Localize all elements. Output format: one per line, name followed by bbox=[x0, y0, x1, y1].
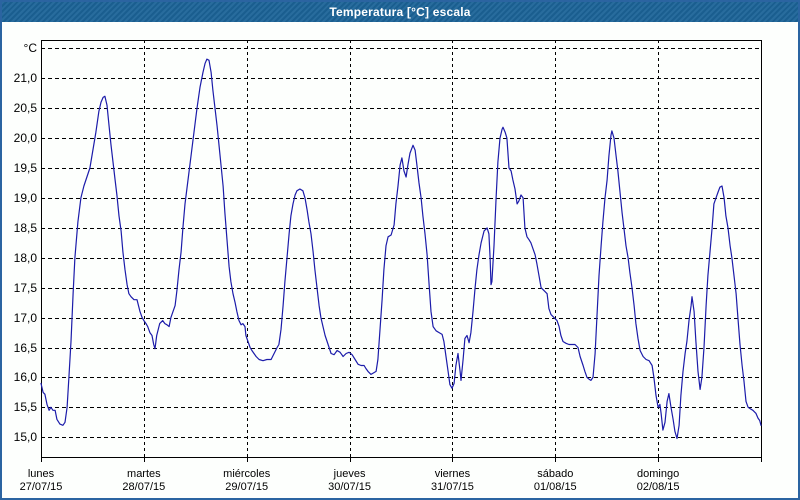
y-axis-tick-label: 21,0 bbox=[13, 71, 37, 86]
y-axis-tick-label: 18,5 bbox=[13, 220, 37, 235]
day-name: domingo bbox=[637, 468, 680, 480]
temperature-chart bbox=[40, 40, 762, 462]
x-axis-day-label: sábado 01/08/15 bbox=[510, 468, 600, 494]
y-axis-tick-label: 17,0 bbox=[13, 310, 37, 325]
y-axis-tick-label: 18,0 bbox=[13, 250, 37, 265]
day-name: jueves bbox=[333, 468, 366, 480]
y-axis-tick-label: 19,5 bbox=[13, 161, 37, 176]
day-date: 02/08/15 bbox=[636, 481, 680, 493]
day-name: sábado bbox=[537, 468, 574, 480]
day-date: 31/07/15 bbox=[431, 481, 474, 493]
x-axis-day-label: miércoles 29/07/15 bbox=[202, 468, 292, 494]
y-axis-tick-label: 20,0 bbox=[13, 131, 37, 146]
y-axis-tick-label: 16,0 bbox=[13, 370, 37, 385]
day-date: 29/07/15 bbox=[225, 481, 269, 493]
y-axis-unit-label: °C bbox=[23, 41, 37, 55]
window-titlebar: Temperatura [°C] escala bbox=[2, 2, 798, 22]
y-axis-tick-label: 20,5 bbox=[13, 101, 37, 116]
day-name: viernes bbox=[434, 468, 471, 480]
y-axis-tick-label: 15,0 bbox=[13, 430, 37, 445]
x-axis-day-label: jueves 30/07/15 bbox=[305, 468, 395, 494]
x-axis-day-label: viernes 31/07/15 bbox=[407, 468, 497, 494]
plot-border bbox=[41, 40, 762, 458]
y-axis-tick-label: 19,0 bbox=[13, 190, 37, 205]
temperature-line bbox=[40, 58, 762, 440]
y-axis-tick-label: 17,5 bbox=[13, 280, 37, 295]
day-date: 30/07/15 bbox=[328, 481, 371, 493]
chart-area: °C 15,0 15,5 16,0 16,5 17,0 17,5 18,0 18,5 19,0 1… bbox=[2, 22, 798, 498]
day-date: 28/07/15 bbox=[122, 481, 166, 493]
day-name: martes bbox=[127, 468, 161, 480]
day-date: 27/07/15 bbox=[19, 481, 63, 493]
x-axis-day-label: domingo 02/08/15 bbox=[613, 468, 703, 494]
y-axis-tick-label: 16,5 bbox=[13, 340, 37, 355]
day-name: miércoles bbox=[223, 468, 271, 480]
window-title: Temperatura [°C] escala bbox=[329, 5, 471, 19]
x-axis-day-label: martes 28/07/15 bbox=[99, 468, 189, 494]
y-axis-tick-label: 15,5 bbox=[13, 400, 37, 415]
day-date: 01/08/15 bbox=[533, 481, 577, 493]
x-axis-day-label: lunes 27/07/15 bbox=[2, 468, 86, 494]
day-name: lunes bbox=[27, 468, 55, 480]
